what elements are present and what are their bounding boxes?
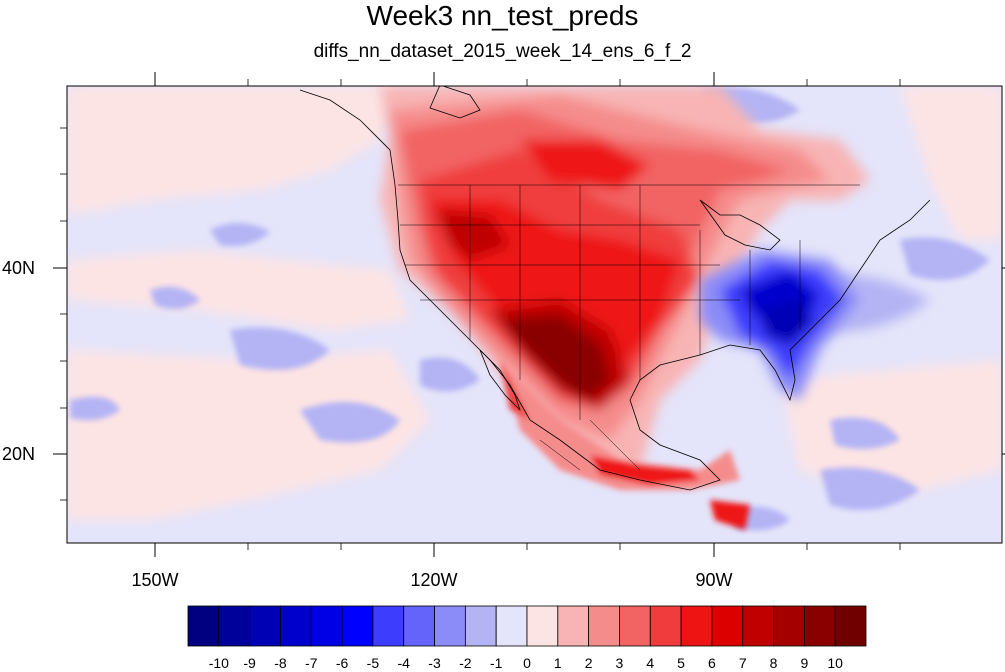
colorbar-swatch — [403, 605, 435, 647]
anomaly-field — [67, 86, 1002, 543]
colorbar-swatch — [773, 605, 805, 647]
colorbar-swatch — [803, 605, 836, 647]
colorbar-swatch — [434, 605, 466, 647]
map-title: Week3 nn_test_preds — [366, 0, 639, 31]
coastlines — [299, 86, 931, 491]
colorbar-swatch — [249, 605, 281, 647]
colorbar-tick-label: -3 — [428, 655, 441, 671]
colorbar-tick-label: 3 — [615, 655, 624, 671]
colorbar-swatch — [187, 605, 220, 647]
lat-label-40n: 40N — [2, 258, 36, 278]
map-frame — [66, 85, 1003, 544]
colorbar-swatch — [680, 605, 713, 647]
colorbar-tick-label: 0 — [523, 655, 531, 671]
state-borders — [398, 184, 860, 471]
colorbar-tick-label: 4 — [646, 655, 655, 671]
colorbar-tick-label: 1 — [553, 655, 562, 671]
colorbar-tick-label: -6 — [335, 655, 349, 671]
colorbar-swatch — [341, 605, 374, 647]
colorbar-tick-label: 9 — [800, 655, 809, 671]
colorbar-swatch — [588, 605, 620, 647]
lon-label-150w: 150W — [131, 570, 179, 590]
colorbar-swatch — [310, 605, 343, 647]
colorbar-swatch — [495, 605, 528, 647]
colorbar-tick-label: -7 — [305, 655, 318, 671]
colorbar-tick-label: 6 — [708, 655, 716, 671]
colorbar-tick-label: -5 — [366, 655, 380, 671]
colorbar-swatch — [711, 605, 744, 647]
colorbar-swatch — [218, 605, 251, 647]
colorbar-tick-label: -1 — [489, 655, 503, 671]
colorbar-tick-label: 2 — [584, 655, 593, 671]
colorbar — [187, 605, 867, 647]
colorbar-swatch — [742, 605, 774, 647]
colorbar-tick-label: -2 — [459, 655, 472, 671]
colorbar-swatch — [834, 605, 867, 647]
map-subtitle: diffs_nn_dataset_2015_week_14_ens_6_f_2 — [313, 41, 692, 62]
colorbar-tick-label: -4 — [397, 655, 410, 671]
colorbar-swatch — [464, 605, 497, 647]
colorbar-swatch — [649, 605, 682, 647]
lon-label-120w: 120W — [410, 570, 458, 590]
colorbar-swatch — [372, 605, 405, 647]
colorbar-tick-label: 7 — [738, 655, 747, 671]
colorbar-tick-label: 8 — [769, 655, 778, 671]
colorbar-tick-label: -9 — [243, 655, 256, 671]
colorbar-tick-label: 5 — [677, 655, 685, 671]
colorbar-tick-label: -8 — [274, 655, 287, 671]
colorbar-tick-label: 10 — [827, 655, 843, 671]
colorbar-tick-label: -10 — [208, 655, 229, 671]
colorbar-swatch — [526, 605, 559, 647]
colorbar-swatch — [280, 605, 312, 647]
lat-label-20n: 20N — [2, 444, 36, 464]
colorbar-swatch — [557, 605, 590, 647]
colorbar-swatch — [619, 605, 651, 647]
lon-label-90w: 90W — [695, 570, 733, 590]
